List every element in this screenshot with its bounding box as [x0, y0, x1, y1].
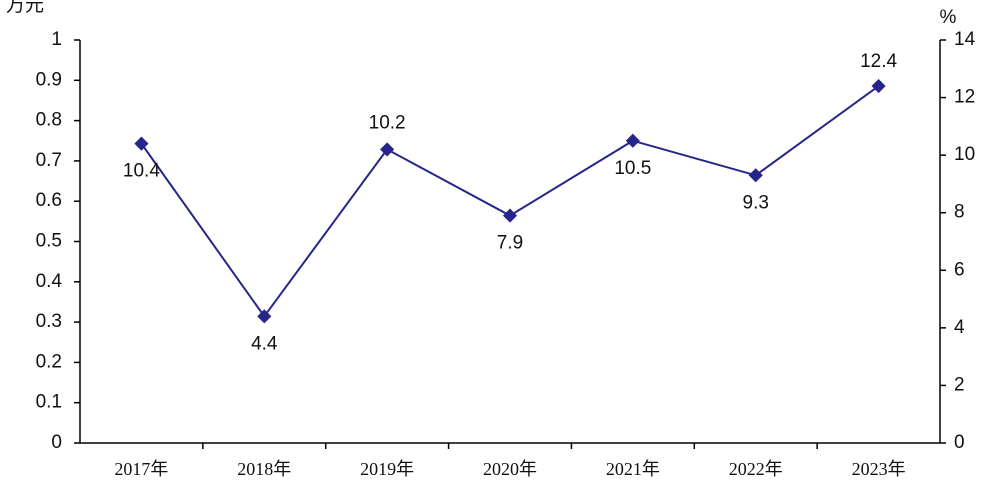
- marker: [871, 78, 886, 94]
- y2-tick-label: 14: [954, 29, 976, 50]
- marker: [502, 208, 518, 223]
- y2-tick-label: 12: [954, 87, 975, 108]
- x-tick-label: 2017年: [114, 459, 168, 479]
- y-tick-label: 0.9: [36, 69, 62, 90]
- data-label: 10.2: [369, 112, 406, 133]
- y-tick-label: 0.8: [36, 110, 62, 131]
- x-tick-label: 2021年: [606, 459, 660, 479]
- marker: [748, 168, 763, 183]
- data-label: 10.4: [123, 161, 160, 182]
- y-tick-label: 0: [51, 432, 62, 453]
- data-label: 10.5: [614, 158, 651, 179]
- y-tick-label: 0.6: [36, 190, 62, 211]
- data-label: 12.4: [860, 51, 897, 72]
- marker: [625, 133, 640, 148]
- marker: [380, 142, 395, 157]
- data-label: 9.3: [743, 192, 769, 213]
- x-tick-label: 2019年: [360, 459, 414, 479]
- y2-tick-label: 10: [954, 144, 975, 165]
- marker: [134, 136, 149, 151]
- y-tick-label: 0.3: [36, 311, 62, 332]
- y-tick-label: 0.1: [36, 392, 62, 413]
- y-tick-label: 0.7: [36, 150, 62, 171]
- marker: [257, 309, 272, 324]
- y-tick-label: 0.2: [36, 351, 62, 372]
- data-label: 4.4: [251, 333, 278, 354]
- y2-axis-label: %: [940, 7, 957, 28]
- y2-tick-label: 8: [954, 202, 965, 223]
- y-tick-label: 0.4: [36, 271, 63, 292]
- y-tick-label: 1: [51, 29, 62, 50]
- x-tick-label: 2022年: [729, 459, 783, 479]
- y2-tick-label: 0: [954, 432, 965, 453]
- x-tick-label: 2018年: [237, 459, 291, 479]
- x-tick-label: 2020年: [483, 459, 537, 479]
- data-label: 7.9: [497, 233, 523, 254]
- y-axis-label: 万元: [6, 0, 44, 16]
- y2-tick-label: 2: [954, 374, 965, 395]
- y-tick-label: 0.5: [36, 231, 62, 252]
- y2-tick-label: 4: [954, 317, 965, 338]
- y2-tick-label: 6: [954, 259, 965, 280]
- x-tick-label: 2023年: [852, 459, 906, 479]
